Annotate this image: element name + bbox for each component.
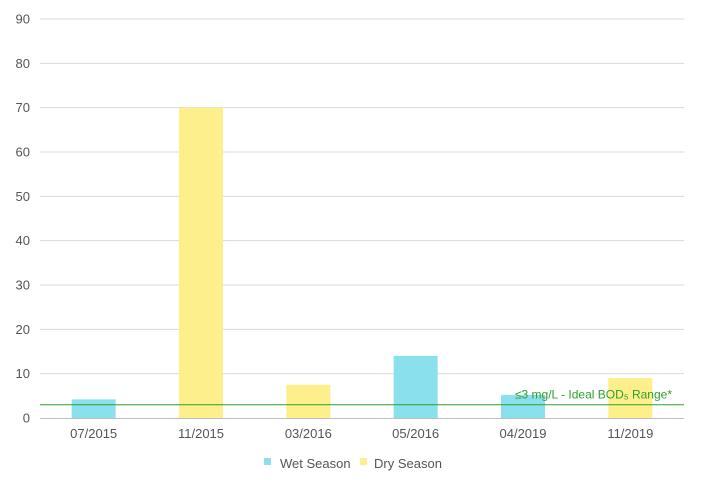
bar-wet-season-05-2016 — [393, 355, 438, 418]
y-tick-label: 50 — [16, 189, 30, 204]
y-tick-label: 40 — [16, 233, 30, 248]
y-tick-label: 0 — [23, 411, 30, 426]
y-tick-label: 90 — [16, 12, 30, 27]
legend-swatch-wet-season — [264, 458, 271, 465]
gridlines — [40, 18, 684, 375]
bar-dry-season-11-2019 — [608, 378, 653, 418]
y-tick-label: 60 — [16, 145, 30, 160]
x-tick-label: 07/2015 — [70, 426, 117, 441]
x-tick-label: 11/2015 — [178, 426, 224, 441]
legend-swatch-dry-season — [360, 458, 367, 465]
y-tick-label: 70 — [16, 100, 30, 115]
legend-label-wet-season: Wet Season — [280, 456, 351, 471]
bar-wet-season-07-2015 — [71, 399, 116, 418]
x-tick-label: 03/2016 — [285, 426, 332, 441]
x-tick-label: 11/2019 — [607, 426, 653, 441]
y-tick-label: 10 — [16, 366, 30, 381]
reference-line-group: ≤3 mg/L - Ideal BOD₅ Range* — [40, 388, 684, 406]
legend-label-dry-season: Dry Season — [374, 456, 442, 471]
bar-dry-season-03-2016 — [286, 384, 331, 418]
y-axis-ticks: 0 10 20 30 40 50 60 70 80 90 — [16, 12, 30, 426]
legend: Wet Season Dry Season — [264, 456, 442, 471]
y-tick-label: 20 — [16, 322, 30, 337]
x-axis-ticks: 07/2015 11/2015 03/2016 05/2016 04/2019 11/20… — [70, 426, 653, 441]
bar-wet-season-04-2019 — [501, 394, 545, 418]
x-tick-label: 04/2019 — [500, 426, 547, 441]
bars — [71, 107, 653, 419]
y-tick-label: 80 — [16, 56, 30, 71]
y-tick-label: 30 — [16, 278, 30, 293]
bar-dry-season-11-2015 — [179, 107, 223, 419]
x-tick-label: 05/2016 — [392, 426, 439, 441]
reference-line-label: ≤3 mg/L - Ideal BOD₅ Range* — [515, 388, 672, 402]
